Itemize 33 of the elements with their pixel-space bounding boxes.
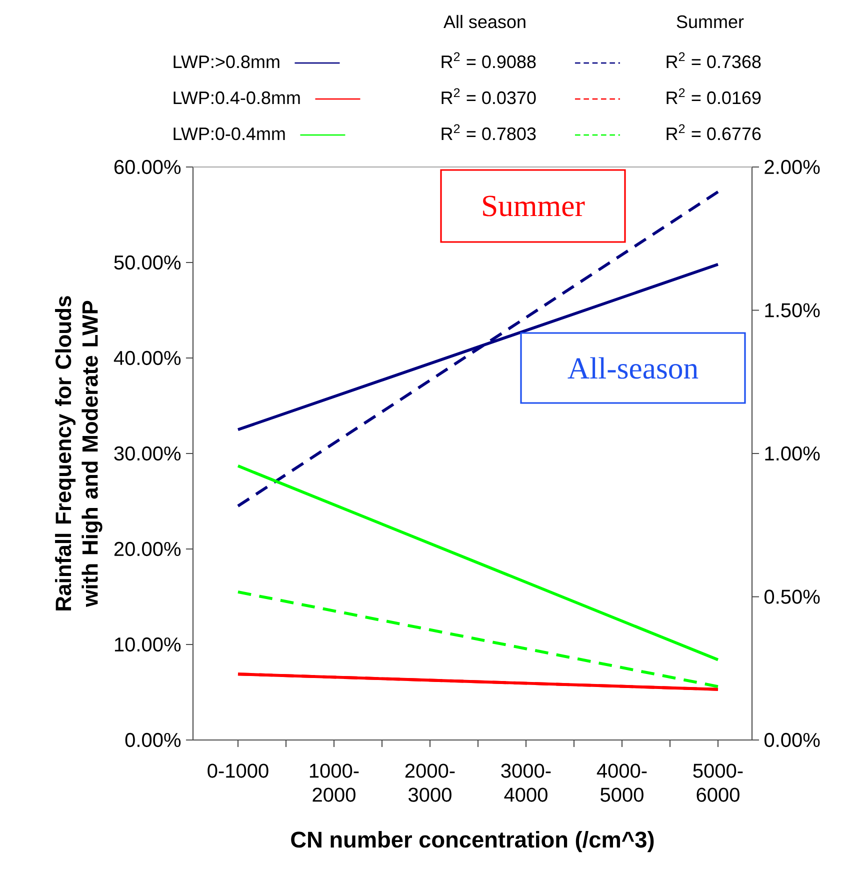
x-tick-label: 2000-3000 <box>405 764 455 802</box>
y-tick-label: 40.00% <box>114 350 181 366</box>
annotation: Summer <box>483 196 585 216</box>
legend-label: LWP:>0.8mm <box>174 55 280 68</box>
y2-tick-label: 0.50% <box>764 590 820 604</box>
y-tick-label: 0.00% <box>125 732 181 748</box>
legend-label: LWP:0.4-0.8mm <box>174 91 300 104</box>
x-tick-label: 5000-6000 <box>693 764 743 802</box>
x-tick-label: 4000-5000 <box>596 764 647 802</box>
y-tick-label: 10.00% <box>114 637 181 652</box>
text: R$^{2}$ = 0.7803 <box>442 124 536 140</box>
y-tick-label: 30.00% <box>114 446 181 461</box>
y-tick-label: 20.00% <box>114 542 181 556</box>
y2-tick-label: 2.00% <box>764 160 820 174</box>
text: R$^{2}$ = 0.0169 <box>666 88 761 104</box>
text: R$^{2}$ = 0.0370 <box>442 88 536 104</box>
annotation: All-season <box>568 357 698 379</box>
y-tick-label: 50.00% <box>114 255 181 270</box>
x-axis-title: CN number concentration (/cm^3) <box>291 831 654 852</box>
text: All season <box>444 14 526 28</box>
text: Summer <box>676 15 744 28</box>
x-tick-label: 0-1000 <box>208 764 268 778</box>
text: R$^{2}$ = 0.7368 <box>666 52 761 68</box>
y2-tick-label: 0.00% <box>764 732 820 748</box>
text: R$^{2}$ = 0.6776 <box>666 124 761 140</box>
text: R$^{2}$ = 0.9088 <box>442 52 536 68</box>
y2-tick-label: 1.00% <box>765 446 820 461</box>
legend-label: LWP:0-0.4mm <box>174 127 285 140</box>
y2-tick-label: 1.50% <box>765 303 820 318</box>
y-tick-label: 60.00% <box>114 160 181 174</box>
y-axis-title: Rainfall Frequency for Clouds with High and Moderate LWP <box>55 296 102 610</box>
x-tick-label: 3000-4000 <box>501 764 551 802</box>
x-tick-label: 1000-2000 <box>310 764 359 802</box>
